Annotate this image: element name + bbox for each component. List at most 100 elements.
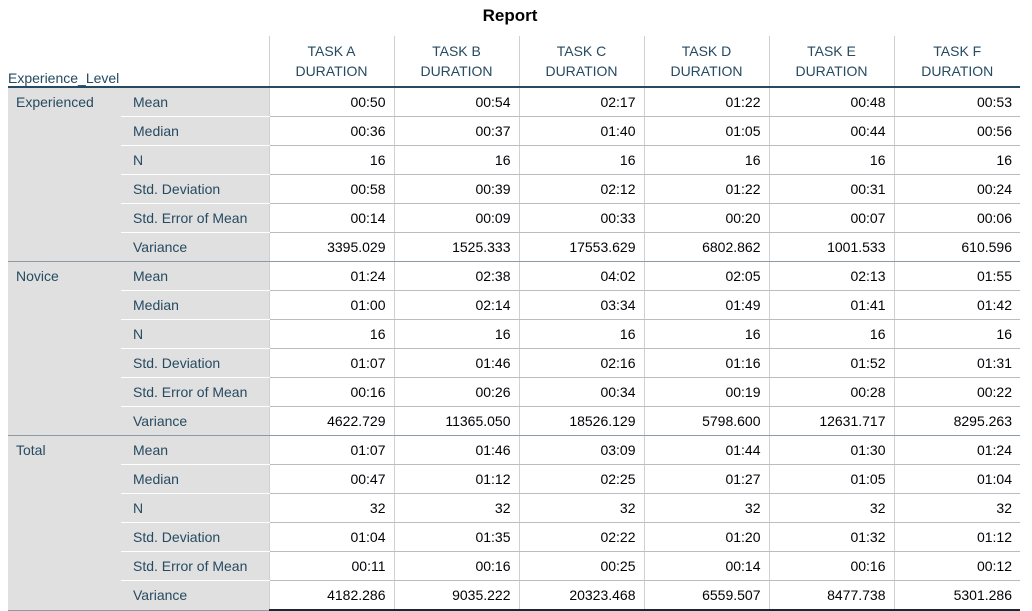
statistic-label: Mean	[121, 435, 269, 465]
value-cell: 01:24	[268, 261, 394, 291]
statistic-label: Median	[121, 464, 269, 494]
value-cell: 8477.738	[768, 580, 894, 611]
table-row: Total Mean 01:07 01:46 03:09 01:44 01:30 01:24	[8, 435, 1020, 611]
value-cell: 32	[268, 493, 394, 523]
statistic-label: Variance	[121, 580, 269, 611]
value-cell: 01:20	[643, 522, 769, 552]
table-row: Novice Mean 01:24 02:38 04:02 02:05 02:13 01:55	[8, 261, 1020, 436]
value-cell: 32	[518, 493, 644, 523]
table-row: Std. Error of Mean 00:11 00:16 00:25 00:14 00…	[8, 551, 1020, 581]
table-row: Std. Deviation 01:07 01:46 02:16 01:16 01:52 0…	[8, 348, 1020, 378]
column-header: TASK B DURATION	[393, 36, 519, 88]
value-cell: 16	[768, 145, 894, 175]
column-header-measure: DURATION	[545, 63, 618, 79]
value-cell: 00:36	[268, 116, 394, 146]
value-cell: 01:46	[393, 435, 519, 465]
value-cell: 1525.333	[393, 232, 519, 262]
value-cell: 01:22	[643, 174, 769, 204]
value-cell: 16	[643, 145, 769, 175]
column-header: TASK D DURATION	[643, 36, 769, 88]
statistic-label: N	[121, 493, 269, 523]
statistic-label: Std. Deviation	[121, 174, 269, 204]
value-cell: 01:46	[393, 348, 519, 378]
value-cell: 02:16	[518, 348, 644, 378]
table-row: Experienced Mean 00:50 00:54 02:17 01:22 00:48…	[8, 87, 1020, 262]
value-cell: 16	[268, 319, 394, 349]
table-row: N 32 32 32 32 32 32	[8, 493, 1020, 523]
value-cell: 12631.717	[768, 406, 894, 436]
value-cell: 00:26	[393, 377, 519, 407]
value-cell: 6802.862	[643, 232, 769, 262]
value-cell: 02:22	[518, 522, 644, 552]
value-cell: 16	[893, 319, 1020, 349]
value-cell: 32	[893, 493, 1020, 523]
statistic-label: Std. Deviation	[121, 522, 269, 552]
value-cell: 610.596	[893, 232, 1020, 262]
value-cell: 00:37	[393, 116, 519, 146]
statistic-label: Median	[121, 290, 269, 320]
value-cell: 03:34	[518, 290, 644, 320]
column-header-measure: DURATION	[420, 63, 493, 79]
value-cell: 00:56	[893, 116, 1020, 146]
value-cell: 00:12	[893, 551, 1020, 581]
table-row: Std. Error of Mean 00:14 00:09 00:33 00:20 00…	[8, 203, 1020, 233]
value-cell: 00:47	[268, 464, 394, 494]
column-header-task: TASK F	[933, 43, 982, 59]
value-cell: 01:05	[768, 464, 894, 494]
value-cell: 6559.507	[643, 580, 769, 611]
value-cell: 01:27	[643, 464, 769, 494]
table-row: N 16 16 16 16 16 16	[8, 319, 1020, 349]
value-cell: 04:02	[518, 261, 644, 291]
value-cell: 02:14	[393, 290, 519, 320]
statistic-label: Mean	[121, 261, 269, 291]
value-cell: 00:16	[768, 551, 894, 581]
table-row: Variance 4622.729 11365.050 18526.129 5798.6…	[8, 406, 1020, 436]
column-header-measure: DURATION	[795, 63, 868, 79]
value-cell: 00:54	[393, 87, 519, 117]
column-header-measure: DURATION	[295, 63, 368, 79]
value-cell: 01:32	[768, 522, 894, 552]
value-cell: 00:20	[643, 203, 769, 233]
value-cell: 4182.286	[268, 580, 394, 611]
report-table: Experience_Level TASK A DURATION TASK B DUR…	[8, 36, 1020, 611]
value-cell: 01:05	[643, 116, 769, 146]
table-row: Variance 4182.286 9035.222 20323.468 6559.50…	[8, 580, 1020, 611]
value-cell: 01:31	[893, 348, 1020, 378]
value-cell: 00:19	[643, 377, 769, 407]
value-cell: 9035.222	[393, 580, 519, 611]
column-header-task: TASK B	[432, 43, 481, 59]
value-cell: 01:12	[893, 522, 1020, 552]
value-cell: 00:11	[268, 551, 394, 581]
value-cell: 02:17	[518, 87, 644, 117]
column-header-task: TASK A	[307, 43, 356, 59]
group-label: Total	[8, 435, 121, 611]
value-cell: 00:14	[268, 203, 394, 233]
value-cell: 01:22	[643, 87, 769, 117]
value-cell: 00:53	[893, 87, 1020, 117]
value-cell: 1001.533	[768, 232, 894, 262]
value-cell: 03:09	[518, 435, 644, 465]
column-header: TASK C DURATION	[518, 36, 644, 88]
value-cell: 01:55	[893, 261, 1020, 291]
header-row: Experience_Level TASK A DURATION TASK B DUR…	[8, 36, 1020, 88]
table-row: N 16 16 16 16 16 16	[8, 145, 1020, 175]
value-cell: 16	[393, 319, 519, 349]
column-header-task: TASK D	[681, 43, 732, 59]
value-cell: 00:09	[393, 203, 519, 233]
value-cell: 01:44	[643, 435, 769, 465]
value-cell: 01:42	[893, 290, 1020, 320]
value-cell: 00:25	[518, 551, 644, 581]
value-cell: 00:16	[393, 551, 519, 581]
value-cell: 00:44	[768, 116, 894, 146]
value-cell: 02:12	[518, 174, 644, 204]
column-header: TASK E DURATION	[768, 36, 894, 88]
statistic-label: Variance	[121, 232, 269, 262]
value-cell: 02:25	[518, 464, 644, 494]
value-cell: 01:16	[643, 348, 769, 378]
value-cell: 32	[393, 493, 519, 523]
value-cell: 00:31	[768, 174, 894, 204]
statistic-label: Std. Error of Mean	[121, 377, 269, 407]
value-cell: 16	[268, 145, 394, 175]
value-cell: 00:24	[893, 174, 1020, 204]
value-cell: 01:07	[268, 435, 394, 465]
